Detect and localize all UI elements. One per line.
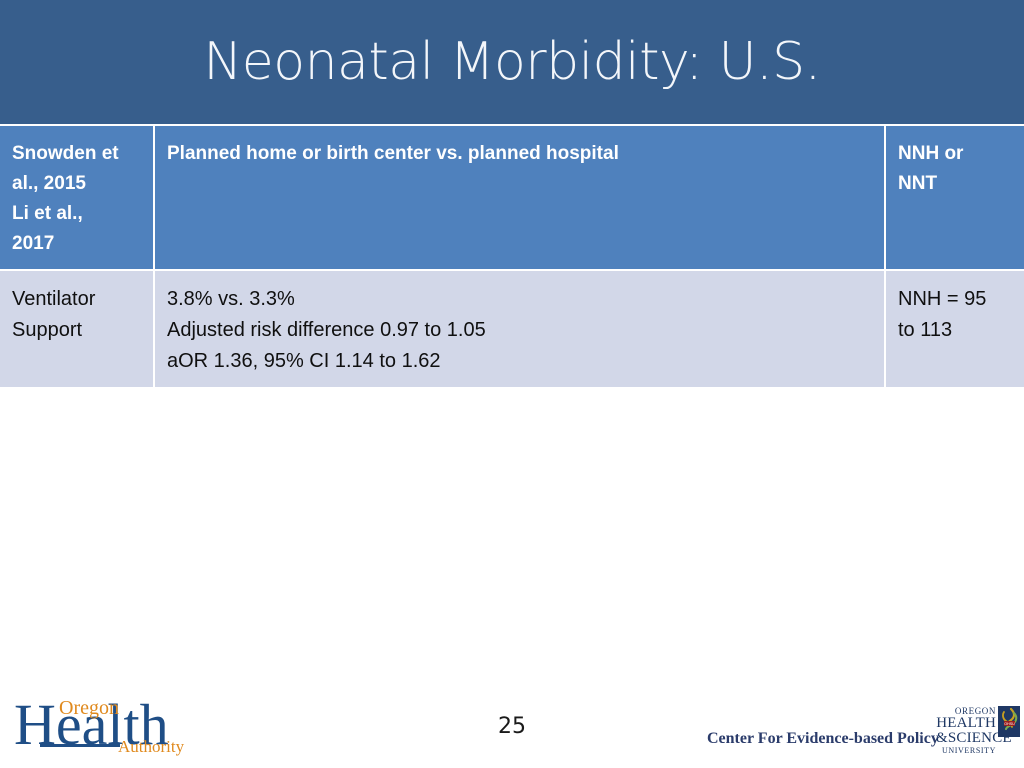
header-cell-measure: NNH or NNT <box>886 126 1024 269</box>
nnh-text: NNH = 95 to 113 <box>898 288 987 341</box>
header-study-text: Snowden et al., 2015 Li et al., 2017 <box>12 143 119 254</box>
title-banner: Neonatal Morbidity: U.S. <box>0 0 1024 124</box>
oha-oregon-word: Oregon <box>59 697 119 719</box>
header-comparison-text: Planned home or birth center vs. planned… <box>167 143 619 164</box>
header-measure-text: NNH or NNT <box>898 143 964 194</box>
ohsu-line-oregon: OREGON <box>954 706 996 716</box>
ohsu-line-science: &SCIENCE <box>936 730 1012 746</box>
table-header-row: Snowden et al., 2015 Li et al., 2017 Pla… <box>0 126 1024 269</box>
ohsu-flame-icon: OHSU <box>998 706 1020 737</box>
ohsu-line-university: UNIVERSITY <box>942 746 996 755</box>
table-row: Ventilator Support 3.8% vs. 3.3% Adjuste… <box>0 269 1024 387</box>
ohsu-line-health: HEALTH <box>936 715 996 731</box>
ohsu-logo: OREGON HEALTH &SCIENCE UNIVERSITY OHSU <box>936 706 1020 756</box>
outcome-text: Ventilator Support <box>12 288 96 341</box>
result-line-3: aOR 1.36, 95% CI 1.14 to 1.62 <box>167 350 441 372</box>
oha-underline <box>40 744 120 747</box>
center-for-evidence-based-policy-label: Center For Evidence-based Policy <box>707 730 939 747</box>
page-title: Neonatal Morbidity: U.S. <box>203 32 821 92</box>
cell-outcome: Ventilator Support <box>0 269 155 387</box>
cell-results: 3.8% vs. 3.3% Adjusted risk difference 0… <box>155 269 886 387</box>
oha-authority-word: Authority <box>118 737 185 756</box>
oregon-health-authority-logo: Health Oregon Authority <box>14 694 209 760</box>
evidence-table: Snowden et al., 2015 Li et al., 2017 Pla… <box>0 126 1024 387</box>
ohsu-wordmark: OREGON HEALTH &SCIENCE UNIVERSITY <box>936 706 1012 756</box>
header-cell-study: Snowden et al., 2015 Li et al., 2017 <box>0 126 155 269</box>
result-line-2: Adjusted risk difference 0.97 to 1.05 <box>167 319 486 341</box>
header-cell-comparison: Planned home or birth center vs. planned… <box>155 126 886 269</box>
result-line-1: 3.8% vs. 3.3% <box>167 288 295 310</box>
page-number: 25 <box>498 714 526 739</box>
cell-nnh: NNH = 95 to 113 <box>886 269 1024 387</box>
svg-text:OHSU: OHSU <box>1004 722 1015 726</box>
